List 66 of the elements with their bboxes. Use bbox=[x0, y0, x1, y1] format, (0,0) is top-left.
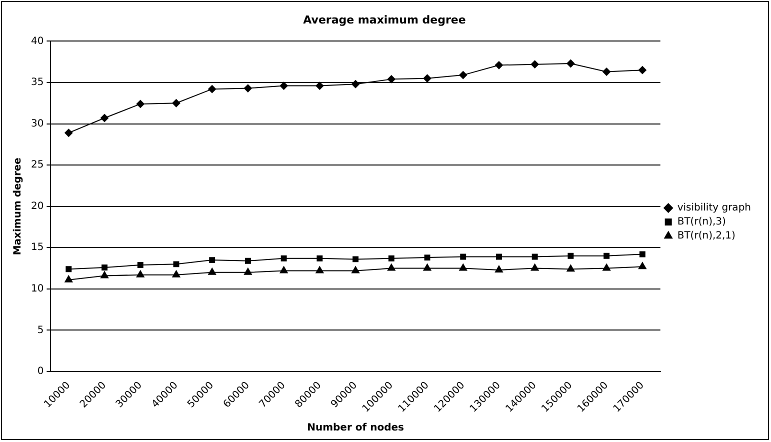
point bbox=[137, 262, 144, 268]
point bbox=[64, 128, 73, 137]
legend-label: visibility graph bbox=[677, 202, 752, 214]
point bbox=[100, 271, 108, 278]
y-tick-label: 30 bbox=[30, 118, 44, 130]
y-tick-label: 10 bbox=[30, 284, 44, 295]
y-tick-label: 5 bbox=[37, 324, 44, 336]
legend-label: BT(r(n),3) bbox=[677, 216, 726, 228]
point bbox=[280, 255, 287, 262]
chart-title: Average maximum degree bbox=[303, 13, 466, 26]
point bbox=[388, 255, 394, 262]
point bbox=[530, 60, 539, 68]
point bbox=[244, 268, 252, 275]
point bbox=[209, 257, 216, 264]
point bbox=[602, 264, 611, 271]
point bbox=[568, 252, 574, 259]
point bbox=[352, 266, 360, 274]
point bbox=[352, 80, 360, 88]
point bbox=[208, 268, 216, 275]
point bbox=[102, 264, 108, 270]
point bbox=[423, 264, 432, 271]
y-tick-label: 35 bbox=[30, 77, 44, 88]
point bbox=[316, 82, 324, 90]
point bbox=[495, 265, 503, 272]
point bbox=[316, 255, 323, 262]
point bbox=[459, 264, 468, 271]
y-axis-title: Maximum degree bbox=[12, 157, 24, 256]
legend-label: BT(r(n),2,1) bbox=[677, 230, 736, 242]
point bbox=[566, 264, 575, 272]
point bbox=[66, 266, 72, 272]
point bbox=[244, 84, 252, 92]
point bbox=[459, 71, 468, 80]
point bbox=[460, 254, 466, 260]
point bbox=[172, 270, 180, 278]
point bbox=[316, 266, 324, 274]
point bbox=[639, 251, 646, 258]
y-tick-label: 0 bbox=[37, 366, 44, 378]
point bbox=[172, 99, 180, 108]
point bbox=[387, 264, 396, 271]
y-tick-label: 25 bbox=[30, 160, 44, 171]
point bbox=[387, 75, 396, 84]
point bbox=[604, 252, 610, 259]
y-tick-label: 15 bbox=[30, 242, 44, 254]
point bbox=[208, 85, 216, 94]
point bbox=[566, 59, 575, 68]
point bbox=[244, 258, 251, 264]
point bbox=[352, 256, 359, 262]
y-tick-label: 40 bbox=[30, 36, 44, 47]
point bbox=[638, 66, 646, 74]
point bbox=[100, 114, 109, 122]
y-tick-label: 20 bbox=[30, 200, 44, 212]
point bbox=[602, 68, 611, 76]
point bbox=[532, 254, 538, 260]
point bbox=[494, 61, 503, 70]
point bbox=[64, 275, 73, 282]
point bbox=[136, 100, 144, 108]
point bbox=[280, 82, 288, 90]
point bbox=[423, 74, 432, 82]
point bbox=[530, 264, 539, 271]
point bbox=[496, 254, 502, 260]
point bbox=[136, 270, 144, 278]
x-axis-title: Number of nodes bbox=[307, 422, 404, 434]
point bbox=[280, 266, 288, 274]
point bbox=[638, 262, 646, 270]
point bbox=[424, 254, 430, 261]
point bbox=[173, 261, 180, 268]
